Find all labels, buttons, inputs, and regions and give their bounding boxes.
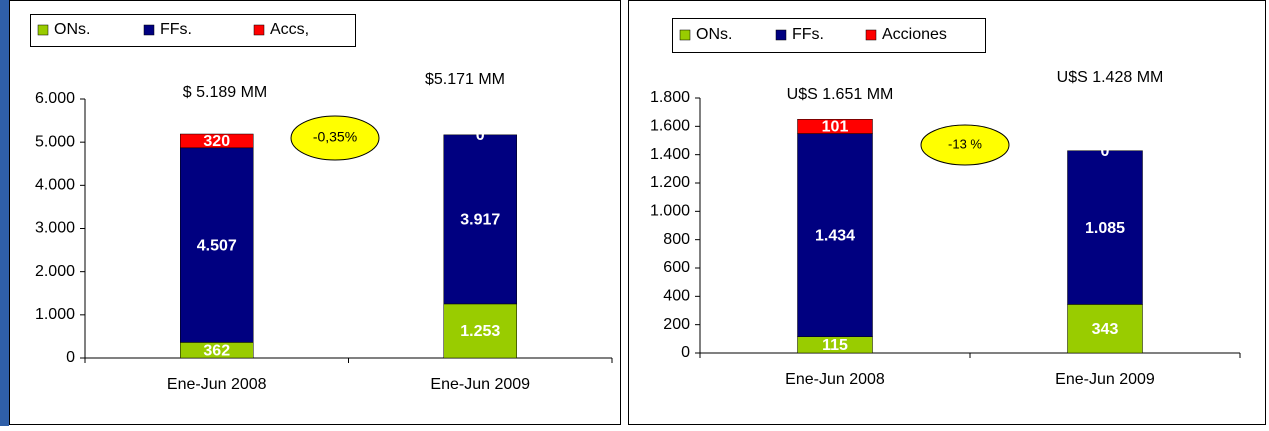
legend-swatch <box>775 29 787 41</box>
y-tick-label: 1.000 <box>35 306 75 323</box>
legend-label: Acciones <box>882 26 947 43</box>
value-label: 3.917 <box>460 212 500 229</box>
value-label: 101 <box>822 119 849 136</box>
chart-frame <box>9 0 621 425</box>
chart-frame <box>628 0 1266 425</box>
bar-segment <box>443 303 517 359</box>
legend-box <box>672 18 986 53</box>
y-tick-label: 3.000 <box>35 220 75 237</box>
y-tick-label: 200 <box>663 316 690 333</box>
change-label: -13 % <box>948 136 982 151</box>
bar-segment <box>180 133 254 149</box>
legend-swatch <box>143 24 155 36</box>
x-tick-label: Ene-Jun 2009 <box>430 376 530 393</box>
legend-label: ONs. <box>696 26 732 43</box>
bar-segment <box>180 147 254 343</box>
bar-segment <box>797 119 873 134</box>
change-callout <box>290 115 380 161</box>
legend-label: FFs. <box>792 26 824 43</box>
value-label: 1.085 <box>1085 220 1125 237</box>
value-label: 362 <box>203 342 230 359</box>
value-label: 1.253 <box>460 323 500 340</box>
total-annotation: $ 5.189 MM <box>183 84 267 101</box>
value-label: 0 <box>476 127 485 144</box>
legend-swatch <box>865 29 877 41</box>
value-label: 4.507 <box>197 237 237 254</box>
y-tick-label: 5.000 <box>35 133 75 150</box>
y-tick-label: 6.000 <box>35 90 75 107</box>
change-callout <box>920 124 1010 166</box>
value-label: 1.434 <box>815 227 855 244</box>
legend-swatch <box>37 24 49 36</box>
value-label: 320 <box>203 133 230 150</box>
y-tick-label: 1.400 <box>650 146 690 163</box>
side-strip <box>0 0 9 426</box>
bar-segment <box>797 133 873 337</box>
x-tick-label: Ene-Jun 2008 <box>785 371 885 388</box>
value-label: 115 <box>822 337 848 354</box>
total-annotation: U$S 1.651 MM <box>787 86 894 103</box>
y-tick-label: 1.200 <box>650 174 690 191</box>
bar-segment <box>443 134 517 305</box>
y-tick-label: 800 <box>663 231 690 248</box>
legend-label: ONs. <box>54 21 90 38</box>
x-tick-label: Ene-Jun 2008 <box>167 376 267 393</box>
legend-swatch <box>253 24 265 36</box>
y-tick-label: 0 <box>66 349 75 366</box>
y-tick-label: 400 <box>663 288 690 305</box>
y-tick-label: 600 <box>663 259 690 276</box>
y-tick-label: 1.800 <box>650 89 690 106</box>
x-tick-label: Ene-Jun 2009 <box>1055 371 1155 388</box>
y-tick-label: 1.000 <box>650 203 690 220</box>
total-annotation: U$S 1.428 MM <box>1057 69 1164 86</box>
y-tick-label: 2.000 <box>35 263 75 280</box>
legend-swatch <box>679 29 691 41</box>
change-label: -0,35% <box>313 129 357 145</box>
legend-box <box>30 14 356 47</box>
bar-segment <box>1067 150 1143 305</box>
y-tick-label: 4.000 <box>35 177 75 194</box>
legend-label: Accs, <box>270 21 309 38</box>
y-tick-label: 0 <box>681 344 690 361</box>
total-annotation: $5.171 MM <box>425 71 505 88</box>
bar-segment <box>1067 304 1143 354</box>
y-tick-label: 1.600 <box>650 118 690 135</box>
legend-label: FFs. <box>160 21 192 38</box>
value-label: 343 <box>1092 321 1119 338</box>
value-label: 0 <box>1101 143 1110 160</box>
